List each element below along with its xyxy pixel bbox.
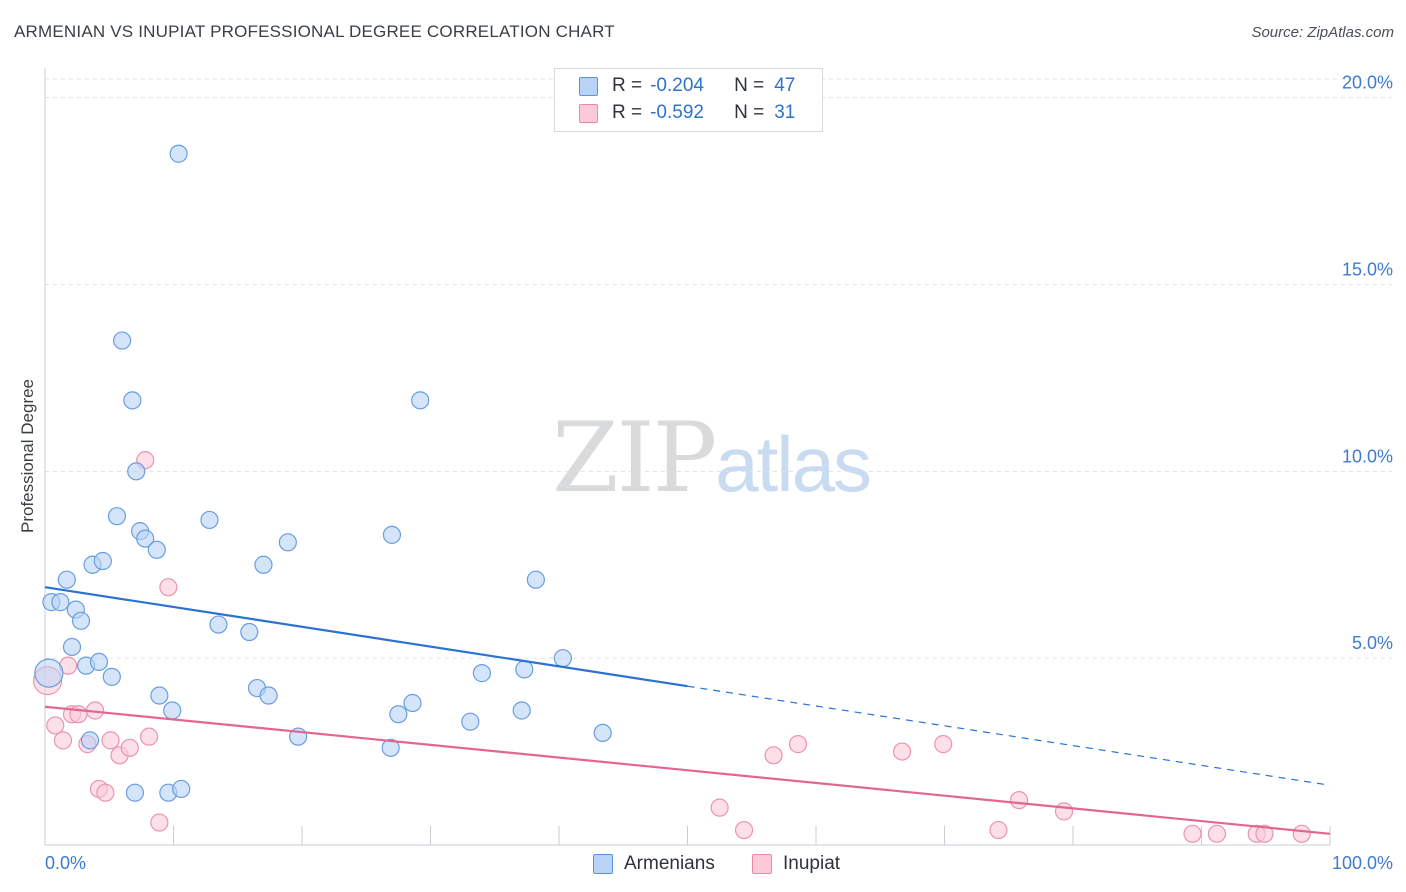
armenians-point bbox=[125, 783, 145, 802]
armenians-point bbox=[150, 686, 169, 705]
legend-n-value: 47 bbox=[774, 75, 796, 96]
armenians-point bbox=[472, 664, 491, 683]
trend-layer bbox=[44, 586, 1331, 835]
inupiat-point bbox=[788, 735, 808, 754]
inupiat-point bbox=[46, 716, 65, 735]
legend-r-label: R = bbox=[612, 102, 643, 123]
bottom-legend-label-inupiat: Inupiat bbox=[783, 853, 841, 874]
watermark-zip: ZIP bbox=[552, 402, 717, 514]
legend-n-label: N = bbox=[734, 75, 765, 96]
inupiat-point bbox=[1255, 824, 1274, 843]
inupiat-point bbox=[934, 735, 953, 754]
inupiat-point bbox=[139, 727, 159, 746]
armenians-point bbox=[254, 555, 273, 574]
bottom-legend-inupiat: Inupiat bbox=[752, 852, 840, 876]
armenians-point bbox=[127, 462, 146, 481]
legend-swatch-armenians bbox=[579, 76, 598, 96]
armenians-point bbox=[403, 693, 422, 713]
armenians-point bbox=[89, 652, 109, 672]
armenians-point bbox=[107, 507, 127, 526]
legend-n-label: N = bbox=[734, 102, 765, 123]
armenians-point bbox=[123, 391, 142, 410]
legend-swatch-inupiat bbox=[579, 103, 598, 123]
inupiat-point bbox=[96, 783, 115, 802]
armenians-point bbox=[147, 540, 166, 559]
y-tick-label: 20.0% bbox=[1342, 73, 1393, 93]
inupiat-point bbox=[1183, 824, 1202, 843]
x-tick-label-min: 0.0% bbox=[45, 853, 86, 873]
armenians-point bbox=[382, 525, 402, 544]
inupiat-point bbox=[150, 813, 169, 832]
y-tick-label: 15.0% bbox=[1342, 260, 1393, 280]
legend-row-inupiat: R = -0.592 N = 31 bbox=[579, 101, 795, 125]
legend-r-label: R = bbox=[612, 75, 643, 96]
inupiat-point bbox=[159, 578, 178, 597]
bottom-legend-label-armenians: Armenians bbox=[624, 853, 715, 874]
x-tick-label-max: 100.0% bbox=[1332, 853, 1393, 873]
armenians-point bbox=[411, 391, 430, 410]
stats-legend: R = -0.204 N = 47 R = -0.592 N = 31 bbox=[554, 68, 823, 132]
inupiat-point bbox=[101, 731, 120, 750]
points-layer bbox=[32, 144, 1311, 843]
armenians-point bbox=[163, 701, 182, 720]
armenians-point bbox=[200, 510, 219, 530]
armenians-point bbox=[62, 637, 82, 657]
armenians-point bbox=[80, 731, 100, 750]
source-label: Source: ZipAtlas.com bbox=[1251, 24, 1394, 41]
armenians-point bbox=[278, 533, 297, 552]
inupiat-trend-line bbox=[44, 705, 1331, 835]
armenians-point bbox=[389, 705, 408, 724]
armenians-trend-extension bbox=[687, 685, 1331, 786]
inupiat-point bbox=[1054, 802, 1074, 821]
inupiat-point bbox=[734, 820, 754, 840]
armenians-point bbox=[169, 144, 188, 163]
bottom-legend-swatch-armenians bbox=[593, 854, 613, 874]
legend-r-value: -0.592 bbox=[650, 102, 704, 123]
armenians-point bbox=[259, 686, 278, 705]
y-tick-label: 5.0% bbox=[1352, 633, 1393, 653]
armenians-point bbox=[102, 667, 121, 686]
armenians-point bbox=[51, 593, 70, 612]
inupiat-point bbox=[1292, 824, 1311, 843]
armenians-point bbox=[57, 570, 76, 589]
armenians-trend-line bbox=[44, 586, 688, 688]
armenians-point bbox=[461, 712, 480, 731]
inupiat-point bbox=[120, 738, 139, 757]
armenians-point bbox=[515, 660, 534, 679]
watermark-atlas: atlas bbox=[715, 420, 872, 508]
armenians-point bbox=[209, 615, 228, 634]
inupiat-point bbox=[764, 746, 783, 765]
armenians-point bbox=[93, 551, 112, 571]
armenians-point bbox=[593, 723, 612, 743]
armenians-point bbox=[512, 701, 531, 720]
inupiat-point bbox=[1009, 791, 1029, 810]
inupiat-point bbox=[1207, 824, 1227, 843]
armenians-point bbox=[34, 658, 64, 688]
legend-row-armenians: R = -0.204 N = 47 bbox=[579, 74, 795, 98]
bottom-legend-armenians: Armenians bbox=[593, 852, 715, 876]
armenians-point bbox=[240, 622, 259, 642]
inupiat-point bbox=[710, 798, 729, 817]
armenians-point bbox=[553, 649, 572, 668]
legend-r-value: -0.204 bbox=[650, 75, 704, 96]
inupiat-point bbox=[989, 820, 1008, 840]
axis-layer bbox=[44, 68, 1331, 846]
tick-label-layer: 5.0% 10.0% 15.0% 20.0% 0.0% 100.0% bbox=[45, 73, 1393, 873]
bottom-legend-swatch-inupiat bbox=[752, 854, 772, 874]
inupiat-point bbox=[69, 705, 88, 724]
legend-n-value: 31 bbox=[774, 102, 796, 123]
inupiat-point bbox=[53, 731, 73, 750]
watermark: ZIPatlas bbox=[552, 402, 872, 514]
inupiat-point bbox=[892, 742, 912, 761]
grid-layer bbox=[45, 78, 1392, 659]
y-tick-label: 10.0% bbox=[1342, 446, 1393, 466]
armenians-point bbox=[71, 611, 91, 630]
armenians-point bbox=[136, 529, 155, 548]
armenians-point bbox=[112, 331, 132, 350]
chart-title: ARMENIAN VS INUPIAT PROFESSIONAL DEGREE … bbox=[14, 22, 615, 41]
armenians-point bbox=[381, 738, 400, 757]
armenians-point bbox=[526, 570, 545, 589]
armenians-point bbox=[172, 779, 191, 799]
